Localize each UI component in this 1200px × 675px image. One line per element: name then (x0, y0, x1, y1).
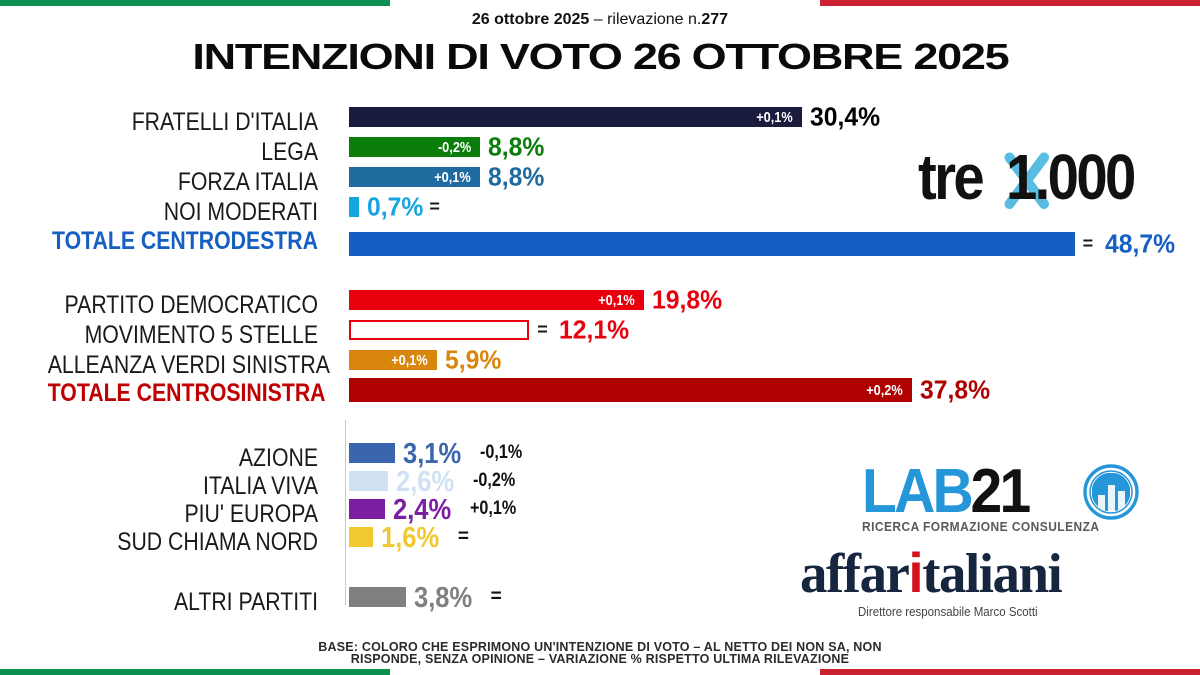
svg-text:affaritaliani: affaritaliani (800, 545, 1062, 604)
svg-text:1.000: 1.000 (1006, 141, 1135, 213)
svg-text:LAB: LAB (862, 463, 972, 525)
svg-text:tre: tre (918, 141, 983, 213)
svg-text:21: 21 (971, 463, 1031, 525)
